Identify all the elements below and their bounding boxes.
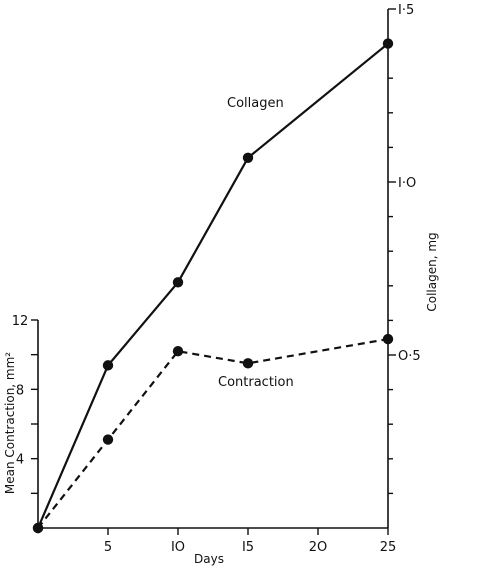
series-line-contraction	[37, 337, 389, 529]
x-tick-label: 5	[104, 540, 112, 555]
axes: 5 IO I5 2O 25 4 8 12 O·5 I·O I·5	[12, 3, 421, 555]
data-point-contraction	[382, 333, 394, 345]
data-point-collagen	[242, 152, 254, 163]
left-axis-title: Mean Contraction, mm²	[3, 352, 17, 494]
data-point-contraction	[172, 346, 184, 357]
series-line-collagen	[36, 42, 389, 529]
data-point-collagen	[382, 38, 394, 49]
right-tick-label: O·5	[398, 349, 421, 364]
data-point-contraction	[32, 522, 44, 534]
data-point-collagen	[172, 277, 184, 288]
data-point-contraction	[102, 434, 114, 445]
left-tick-label: 4	[16, 453, 24, 468]
series-label-collagen: Collagen	[227, 96, 284, 111]
right-axis-title: Collagen, mg	[425, 232, 439, 311]
x-tick-label: 2O	[309, 540, 328, 555]
right-tick-label: I·5	[398, 3, 414, 18]
series-label-contraction: Contraction	[218, 375, 294, 390]
x-tick-label: I5	[242, 540, 254, 555]
labels-group: Days Mean Contraction, mm² Collagen, mg …	[3, 96, 439, 566]
data-point-contraction	[242, 358, 254, 369]
right-tick-label: I·O	[398, 176, 416, 191]
series-group	[32, 38, 394, 534]
data-point-collagen	[102, 360, 114, 371]
x-tick-label: 25	[380, 540, 397, 555]
left-tick-label: 8	[16, 383, 24, 398]
x-axis-title: Days	[194, 552, 224, 566]
x-tick-label: IO	[171, 540, 185, 555]
left-tick-label: 12	[12, 314, 29, 329]
